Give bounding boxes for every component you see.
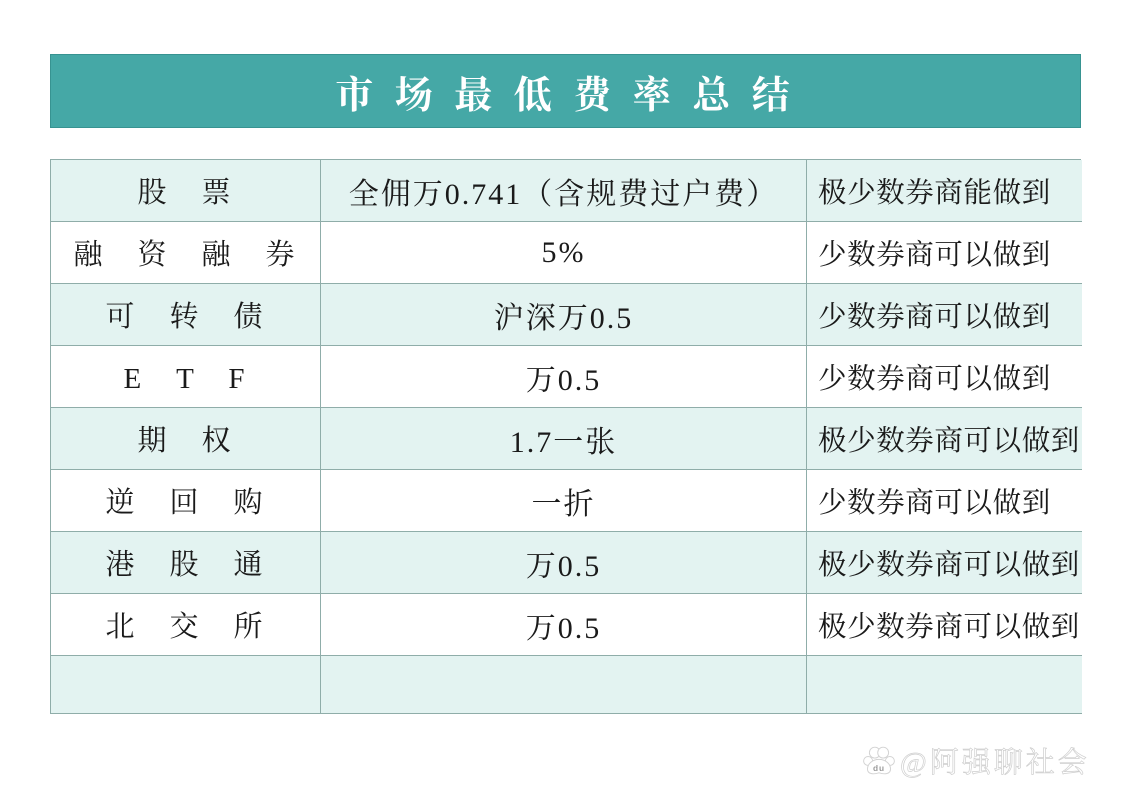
svg-text:du: du: [873, 763, 885, 773]
